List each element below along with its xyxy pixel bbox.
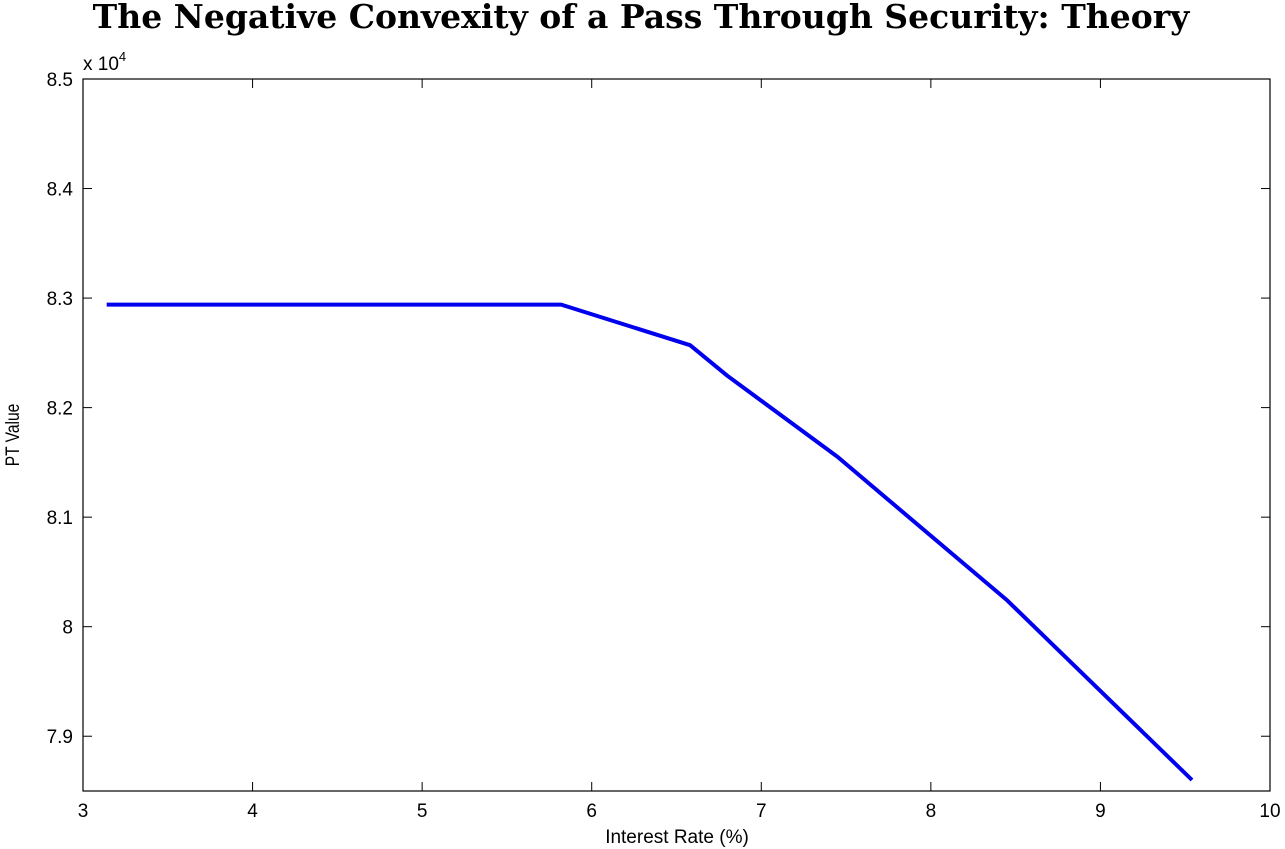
y-axis-label: PT Value xyxy=(2,404,24,467)
x-axis-label: Interest Rate (%) xyxy=(605,827,749,848)
y-tick-label: 8.3 xyxy=(47,289,73,310)
y-multiplier-label: x 104 xyxy=(83,49,126,75)
x-tick-label: 3 xyxy=(78,801,89,822)
x-tick-label: 4 xyxy=(247,801,258,822)
series-layer xyxy=(106,302,1194,782)
x-tick-label: 10 xyxy=(1259,801,1280,822)
y-tick-label: 8 xyxy=(62,618,73,639)
x-tick-label: 9 xyxy=(1095,801,1106,822)
x-tick-label: 8 xyxy=(926,801,937,822)
y-tick-label: 8.2 xyxy=(47,399,73,420)
x-tick-label: 6 xyxy=(586,801,597,822)
y-tick-label: 8.5 xyxy=(47,70,73,91)
y-multiplier-exponent: 4 xyxy=(119,49,126,64)
plot-frame xyxy=(82,78,1271,792)
y-multiplier-base: x 10 xyxy=(83,54,119,75)
tick-labels-layer: 3 4 5 6 7 8 9 10 7.9 8 8.1 8.2 8.3 8.4 8.5 xyxy=(47,70,1281,822)
x-tick-label: 7 xyxy=(756,801,767,822)
ticks-layer xyxy=(82,78,1271,791)
chart-title: The Negative Convexity of a Pass Through… xyxy=(93,0,1191,36)
series-line xyxy=(106,302,1194,782)
y-tick-label: 7.9 xyxy=(47,727,73,748)
y-tick-label: 8.1 xyxy=(47,508,73,529)
x-tick-label: 5 xyxy=(417,801,428,822)
plot-area xyxy=(82,78,1271,792)
y-tick-label: 8.4 xyxy=(47,180,74,201)
